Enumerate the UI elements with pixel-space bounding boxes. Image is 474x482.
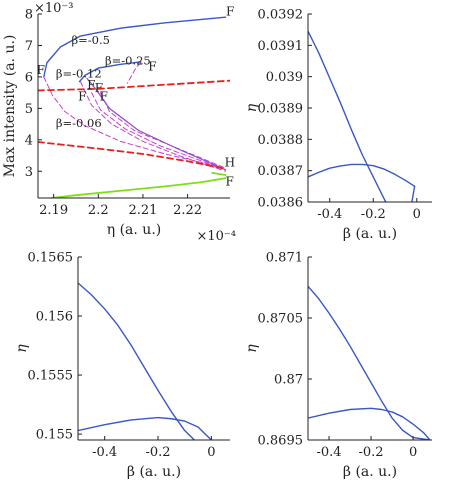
x-tick-label: 0 — [409, 445, 417, 460]
point-marker-label: F — [100, 89, 108, 103]
y-tick-label: 0.0389 — [258, 102, 304, 117]
x-axis-label: η (a. u.) — [107, 222, 161, 238]
series-line-blue-solid — [78, 61, 142, 83]
y-tick-label: 0.8695 — [258, 434, 304, 449]
point-marker-label: F — [37, 63, 45, 77]
series-line-red-dashed — [38, 141, 227, 170]
series-group — [78, 282, 213, 440]
x-tick-label: 2.22 — [173, 203, 202, 218]
series-line-blue-solid — [308, 285, 431, 440]
x-axis-label: β (a. u.) — [343, 226, 397, 242]
x-tick-label: 2.2 — [88, 203, 109, 218]
y-tick-label: 0.155 — [36, 428, 73, 443]
series-line-blue-solid — [308, 30, 416, 202]
point-marker-label: F — [78, 89, 86, 103]
x-tick-label: -0.2 — [361, 207, 386, 222]
series-line-blue-solid — [308, 163, 416, 188]
x-tick-label: 0 — [207, 445, 215, 460]
x-axis-label: β (a. u.) — [127, 464, 181, 480]
y-tick-label: 3 — [25, 165, 33, 180]
point-marker-label: H — [225, 156, 235, 170]
y-axis-label: Max intensity (a. u.) — [2, 35, 18, 178]
beta-annotation: β=-0.5 — [71, 33, 109, 47]
point-marker-label: F — [148, 60, 156, 74]
y-tick-label: 5 — [25, 102, 33, 117]
series-line-blue-solid — [308, 407, 431, 440]
x-tick-label: -0.4 — [92, 445, 117, 460]
y-tick-label: 7 — [25, 39, 33, 54]
x-tick-label: 2.19 — [39, 203, 68, 218]
x-tick-label: -0.2 — [359, 445, 384, 460]
beta-annotation: β=-0.25 — [105, 53, 151, 67]
y-axis-label: η — [14, 344, 30, 353]
y-tick-label: 0.0386 — [258, 196, 304, 211]
x-tick-label: 2.21 — [128, 203, 157, 218]
series-line-magenta-dashed — [126, 62, 142, 84]
top-right-plot: -0.4 -0.2 0 0.0386 0.0387 0.0388 0.0389 0.039 0.… — [244, 8, 432, 242]
y-tick-label: 0.0391 — [258, 39, 304, 54]
y-tick-label: 0.0387 — [258, 164, 304, 179]
x-tick-label: 0 — [413, 207, 421, 222]
y-tick-label: 4 — [25, 133, 33, 148]
point-marker-label: F — [226, 174, 234, 188]
y-axis-label: η — [244, 344, 260, 353]
x-tick-label: -0.4 — [317, 207, 342, 222]
x-exponent-label: ×10⁻⁴ — [196, 229, 236, 244]
point-marker-label: F — [95, 81, 103, 95]
x-tick-label: -0.2 — [145, 445, 170, 460]
y-tick-label: 0.871 — [266, 251, 303, 266]
series-group — [308, 285, 431, 440]
bottom-right-plot: -0.4 -0.2 0 0.8695 0.87 0.8705 0.871 β (a. u.) η — [244, 251, 432, 480]
y-tick-label: 0.156 — [36, 310, 73, 325]
bottom-left-plot: -0.4 -0.2 0 0.155 0.1555 0.156 0.1565 β (a. u.)… — [14, 251, 230, 480]
y-tick-label: 6 — [25, 70, 33, 85]
series-line-blue-solid — [78, 282, 213, 440]
y-tick-label: 0.1555 — [28, 369, 74, 384]
series-line-blue-solid — [78, 416, 213, 440]
y-tick-label: 8 — [25, 8, 33, 23]
point-marker-label: F — [87, 78, 95, 92]
y-tick-label: 0.87 — [274, 373, 303, 388]
series-group — [38, 16, 230, 198]
x-axis-label: β (a. u.) — [343, 464, 397, 480]
y-tick-label: 0.8705 — [258, 312, 304, 327]
series-group — [308, 30, 416, 202]
y-tick-label: 0.0392 — [258, 8, 304, 23]
y-tick-label: 0.1565 — [28, 251, 74, 266]
y-exponent-label: ×10⁻³ — [34, 1, 74, 16]
top-left-plot: 2.19 2.2 2.21 2.22 3 4 5 6 7 8 η (a. u.) Max intens… — [2, 1, 236, 244]
beta-annotation: β=-0.06 — [56, 116, 102, 130]
series-line-blue-solid — [43, 16, 227, 78]
series-line-green-solid — [50, 177, 227, 198]
point-marker-label: F — [226, 5, 234, 19]
series-line-red-dashed — [38, 79, 230, 92]
beta-annotation: β=-0.12 — [56, 67, 102, 81]
series-line-violet-solid — [86, 77, 227, 171]
series-line-magenta-dashed — [91, 92, 227, 171]
series-line-magenta-dashed — [79, 81, 227, 172]
y-tick-label: 0.0388 — [258, 133, 304, 148]
y-axis-label: η — [244, 103, 260, 112]
y-tick-label: 0.039 — [266, 70, 303, 85]
x-tick-label: -0.4 — [316, 445, 341, 460]
series-line-green-solid — [211, 171, 227, 176]
